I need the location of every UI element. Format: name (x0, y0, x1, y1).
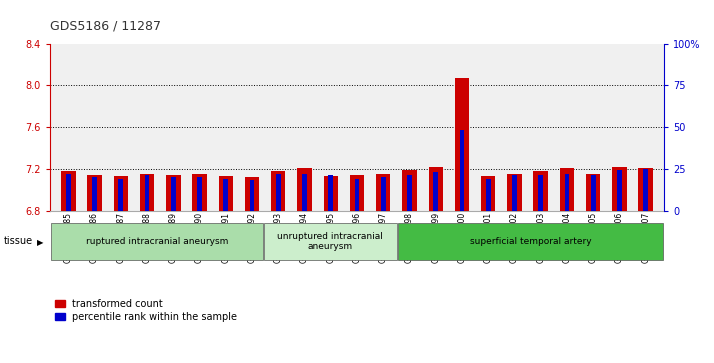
Bar (381, 177, 386, 211)
Bar (92, 177, 97, 211)
Bar (507, 174, 522, 211)
Bar (271, 171, 286, 211)
Bar (398, 223, 663, 260)
Bar (428, 167, 443, 211)
Bar (145, 175, 149, 211)
Text: superficial temporal artery: superficial temporal artery (470, 237, 591, 246)
Bar (197, 177, 202, 211)
Bar (166, 175, 181, 211)
Bar (460, 130, 464, 211)
Bar (218, 176, 233, 211)
Bar (51, 223, 263, 260)
Bar (61, 171, 76, 211)
Bar (643, 169, 648, 211)
Bar (250, 180, 254, 211)
Bar (350, 175, 364, 211)
Bar (245, 177, 259, 211)
Bar (533, 171, 548, 211)
Text: unruptured intracranial
aneurysm: unruptured intracranial aneurysm (277, 232, 383, 251)
Bar (433, 172, 438, 211)
Bar (590, 175, 595, 211)
Bar (612, 167, 627, 211)
Bar (481, 176, 496, 211)
Bar (376, 174, 391, 211)
Bar (264, 223, 396, 260)
Text: ▶: ▶ (37, 238, 44, 246)
Bar (119, 179, 124, 211)
Bar (328, 175, 333, 211)
Text: tissue: tissue (4, 236, 33, 246)
Bar (402, 170, 417, 211)
Bar (538, 175, 543, 211)
Bar (355, 179, 359, 211)
Bar (455, 78, 469, 211)
Bar (323, 176, 338, 211)
Bar (586, 174, 600, 211)
Bar (302, 174, 307, 211)
Bar (407, 175, 412, 211)
Bar (617, 171, 622, 211)
Bar (114, 176, 128, 211)
Bar (560, 168, 574, 211)
Bar (512, 175, 517, 211)
Legend: transformed count, percentile rank within the sample: transformed count, percentile rank withi… (55, 299, 237, 322)
Text: ruptured intracranial aneurysm: ruptured intracranial aneurysm (86, 237, 228, 246)
Bar (638, 168, 653, 211)
Bar (171, 177, 176, 211)
Bar (223, 179, 228, 211)
Bar (565, 174, 569, 211)
Bar (66, 174, 71, 211)
Text: GDS5186 / 11287: GDS5186 / 11287 (50, 20, 161, 33)
Bar (276, 174, 281, 211)
Bar (486, 179, 491, 211)
Bar (297, 168, 312, 211)
Bar (87, 175, 102, 211)
Bar (140, 174, 154, 211)
Bar (192, 174, 207, 211)
